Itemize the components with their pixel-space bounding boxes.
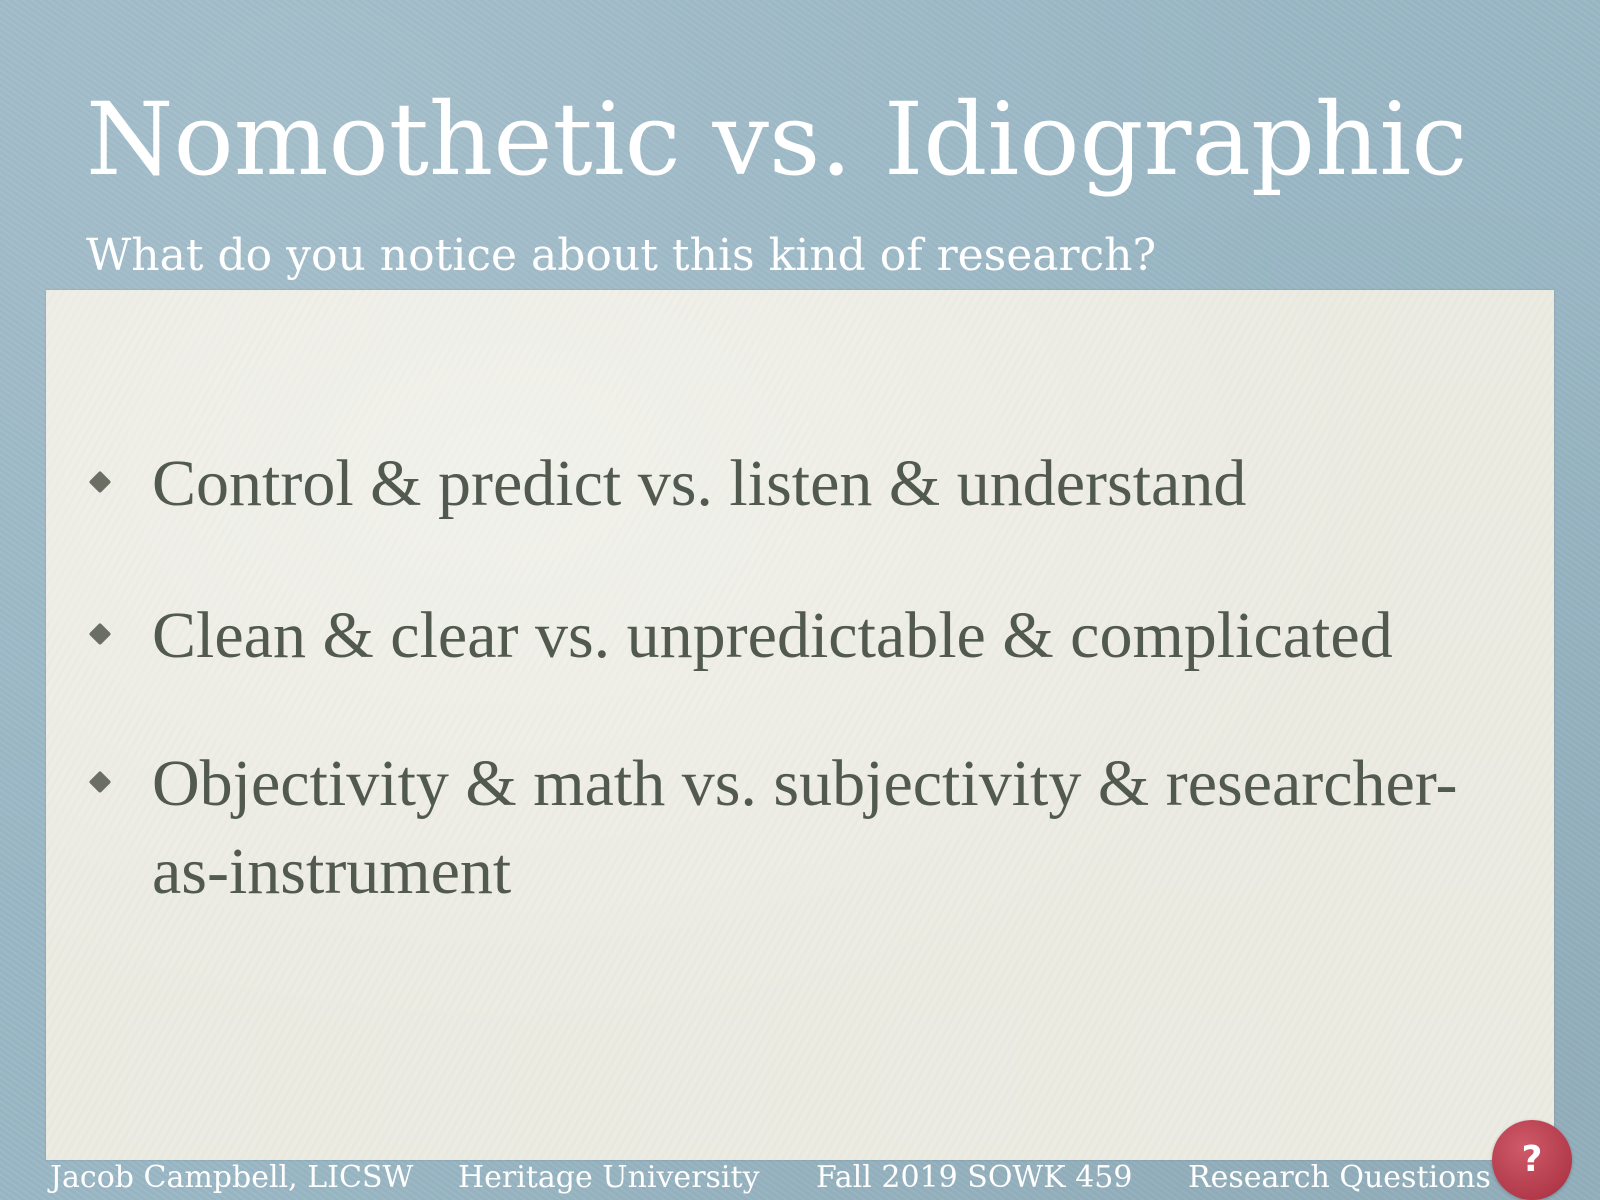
slide-subtitle: What do you notice about this kind of re…	[86, 230, 1157, 281]
bullet-item: Clean & clear vs. unpredictable & compli…	[86, 592, 1486, 680]
bullet-text: Clean & clear vs. unpredictable & compli…	[152, 599, 1393, 672]
content-panel	[46, 290, 1554, 1160]
question-icon[interactable]: ?	[1492, 1120, 1572, 1200]
footer-university: Heritage University	[458, 1160, 760, 1195]
footer-topic: Research Questions	[1188, 1160, 1491, 1195]
slide-footer: Jacob Campbell, LICSW Heritage Universit…	[0, 1158, 1600, 1200]
footer-course: Fall 2019 SOWK 459	[816, 1160, 1133, 1195]
slide-title: Nomothetic vs. Idiographic	[86, 81, 1468, 198]
diamond-bullet-icon	[88, 622, 112, 646]
bullet-text: Control & predict vs. listen & understan…	[152, 447, 1247, 520]
bullet-item: Control & predict vs. listen & understan…	[86, 440, 1486, 528]
bullet-list: Control & predict vs. listen & understan…	[86, 440, 1486, 916]
bullet-text: Objectivity & math vs. subjectivity & re…	[152, 747, 1458, 908]
diamond-bullet-icon	[88, 470, 112, 494]
bullet-item: Objectivity & math vs. subjectivity & re…	[86, 740, 1486, 916]
diamond-bullet-icon	[88, 770, 112, 794]
footer-author: Jacob Campbell, LICSW	[50, 1160, 414, 1195]
